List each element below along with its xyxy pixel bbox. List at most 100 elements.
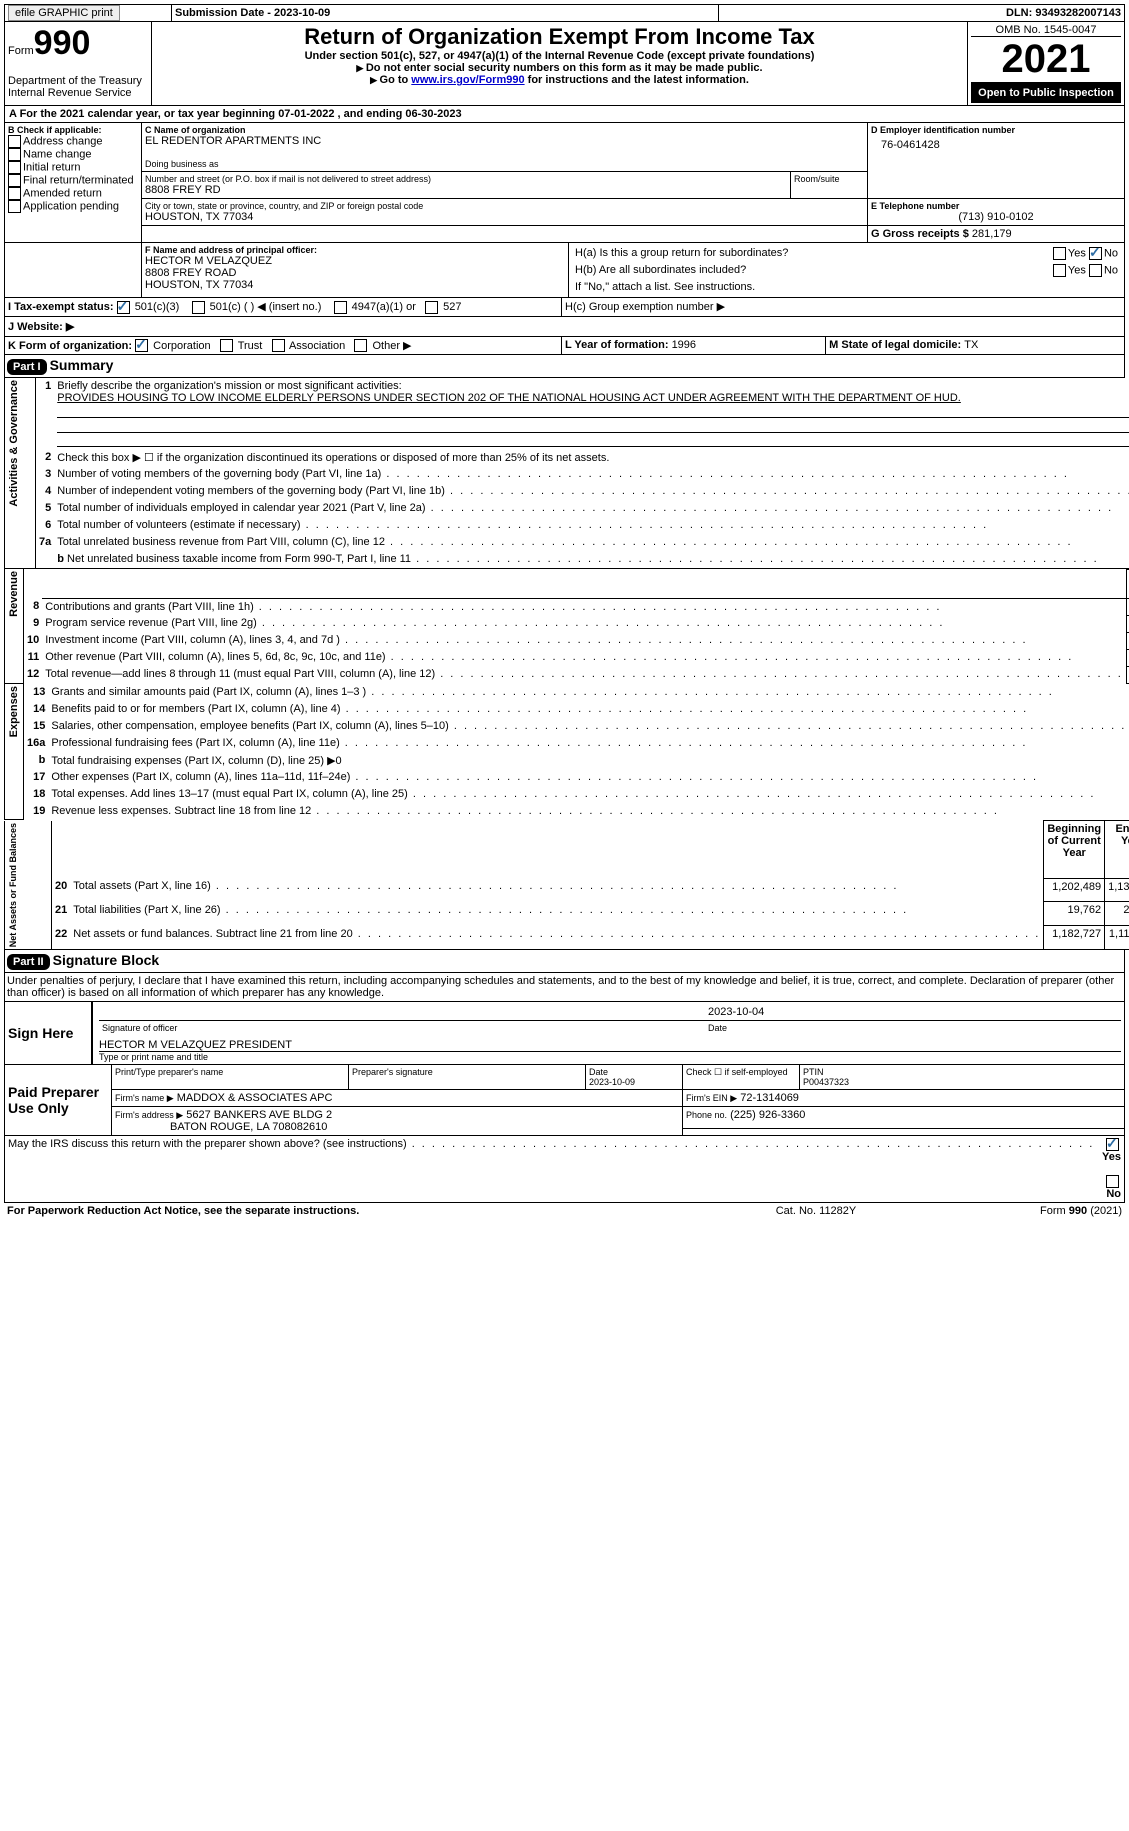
discuss-yes-checkbox[interactable] [1106,1138,1119,1151]
net-assets-tab: Net Assets or Fund Balances [8,823,18,947]
phone-label: E Telephone number [871,201,1121,211]
firm-addr2: BATON ROUGE, LA 708082610 [170,1121,327,1133]
efile-button[interactable]: efile GRAPHIC print [8,5,120,21]
hc-label: H(c) Group exemption number ▶ [562,298,1125,316]
expense-row: 13Grants and similar amounts paid (Part … [5,684,1129,701]
part1-title: Summary [50,357,114,373]
street-label: Number and street (or P.O. box if mail i… [145,174,787,184]
officer-name: HECTOR M VELAZQUEZ [145,255,565,267]
org-info-block: B Check if applicable: Address change Na… [4,123,1125,243]
tax-year: 2021 [971,37,1121,83]
form-label-prefix: Form [8,45,34,57]
hb-yes-checkbox[interactable] [1053,264,1066,277]
revenue-row: 12Total revenue—add lines 8 through 11 (… [5,666,1129,683]
revenue-table: Revenue Prior Year Current Year 8Contrib… [4,569,1129,684]
other-checkbox[interactable] [354,339,367,352]
form-number: 990 [34,24,91,62]
initial-return-checkbox[interactable] [8,161,21,174]
summary-row: 6Total number of volunteers (estimate if… [5,517,1129,534]
527-checkbox[interactable] [425,301,438,314]
open-public-inspection: Open to Public Inspection [971,83,1121,103]
subtitle3-suffix: for instructions and the latest informat… [525,74,749,86]
amended-return-checkbox[interactable] [8,187,21,200]
corporation-checkbox[interactable] [135,339,148,352]
irs-label: Internal Revenue Service [8,87,132,99]
officer-label: F Name and address of principal officer: [145,245,565,255]
association-checkbox[interactable] [272,339,285,352]
beginning-year-header: Beginning of Current Year [1044,821,1105,878]
subtitle3-prefix: Go to [370,74,411,86]
dept-treasury: Department of the Treasury [8,75,142,87]
website-label: J Website: ▶ [4,317,1125,337]
officer-printed-label: Type or print name and title [99,1052,1121,1062]
summary-row: b Net unrelated business taxable income … [5,551,1129,568]
part1-header: Part I [7,359,47,375]
gross-receipts-label: G Gross receipts $ [871,228,969,240]
discuss-no-checkbox[interactable] [1106,1175,1119,1188]
gross-receipts-value: 281,179 [972,228,1012,240]
omb-number: OMB No. 1545-0047 [971,24,1121,37]
footer-cat: Cat. No. 11282Y [713,1203,919,1219]
end-year-header: End of Year [1105,821,1129,878]
ha-label: H(a) Is this a group return for subordin… [572,245,995,262]
form-of-org-block: K Form of organization: Corporation Trus… [4,337,1125,356]
irs-link[interactable]: www.irs.gov/Form990 [411,74,524,86]
hb-no-checkbox[interactable] [1089,264,1102,277]
state-domicile: TX [964,339,978,351]
city-label: City or town, state or province, country… [145,201,864,211]
summary-row: 4Number of independent voting members of… [5,483,1129,500]
ein-label: D Employer identification number [871,125,1121,135]
form-header: Form990 Department of the Treasury Inter… [4,22,1125,106]
final-return-checkbox[interactable] [8,174,21,187]
expense-row: bTotal fundraising expenses (Part IX, co… [5,752,1129,769]
name-change-checkbox[interactable] [8,148,21,161]
submission-date: Submission Date - 2023-10-09 [172,5,719,22]
phone-value: (713) 910-0102 [871,211,1121,223]
self-employed-check: Check ☐ if self-employed [683,1065,800,1090]
revenue-row: 9Program service revenue (Part VIII, lin… [5,615,1129,632]
ha-no-checkbox[interactable] [1089,247,1102,260]
501c3-checkbox[interactable] [117,301,130,314]
tax-status-block: I Tax-exempt status: 501(c)(3) 501(c) ( … [4,298,1125,317]
dba-label: Doing business as [145,159,864,169]
revenue-row: 11Other revenue (Part VIII, column (A), … [5,649,1129,666]
net-assets-table: Net Assets or Fund Balances Beginning of… [4,820,1129,950]
address-change-checkbox[interactable] [8,135,21,148]
revenue-row: 10Investment income (Part VIII, column (… [5,632,1129,649]
expense-row: 19Revenue less expenses. Subtract line 1… [5,803,1129,820]
ha-yes-checkbox[interactable] [1053,247,1066,260]
expense-row: 17Other expenses (Part IX, column (A), l… [5,769,1129,786]
application-pending-checkbox[interactable] [8,200,21,213]
section-k-label: K Form of organization: [8,340,132,352]
mission-text: PROVIDES HOUSING TO LOW INCOME ELDERLY P… [57,392,961,404]
net-assets-row: 22Net assets or fund balances. Subtract … [5,926,1129,950]
expense-row: 15Salaries, other compensation, employee… [5,718,1129,735]
trust-checkbox[interactable] [220,339,233,352]
officer-city: HOUSTON, TX 77034 [145,279,565,291]
sig-label: Signature of officer [99,1020,705,1035]
sign-here-block: Sign Here 2023-10-04 Signature of office… [4,1002,1125,1065]
line2: Check this box ▶ ☐ if the organization d… [54,449,1129,467]
501c-checkbox[interactable] [192,301,205,314]
part2-header: Part II [7,954,50,970]
prep-sig-label: Preparer's signature [349,1065,586,1090]
form-title: Return of Organization Exempt From Incom… [155,24,964,50]
subtitle1: Under section 501(c), 527, or 4947(a)(1)… [155,50,964,62]
officer-street: 8808 FREY ROAD [145,267,565,279]
paid-preparer-block: Paid Preparer Use Only Print/Type prepar… [4,1065,1125,1136]
section-a-tax-year: A For the 2021 calendar year, or tax yea… [4,106,1125,123]
sign-here-label: Sign Here [5,1002,93,1065]
expense-row: 14Benefits paid to or for members (Part … [5,701,1129,718]
activities-governance-tab: Activities & Governance [8,380,20,507]
dln: DLN: 93493282007143 [719,5,1125,22]
expense-row: 16aProfessional fundraising fees (Part I… [5,735,1129,752]
firm-name: MADDOX & ASSOCIATES APC [177,1092,333,1104]
summary-row: 7aTotal unrelated business revenue from … [5,534,1129,551]
prep-name-label: Print/Type preparer's name [112,1065,349,1090]
room-suite-label: Room/suite [791,172,868,199]
4947a1-checkbox[interactable] [334,301,347,314]
firm-phone: (225) 926-3360 [730,1109,805,1121]
discuss-row: May the IRS discuss this return with the… [4,1136,1125,1203]
line1-label: Briefly describe the organization's miss… [57,380,401,392]
discuss-label: May the IRS discuss this return with the… [5,1136,1098,1203]
